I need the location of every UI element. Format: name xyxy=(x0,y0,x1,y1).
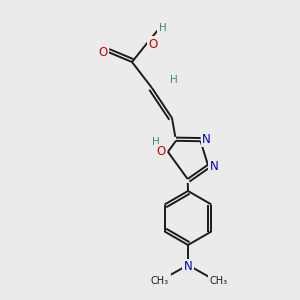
Text: H: H xyxy=(159,23,167,33)
Text: N: N xyxy=(209,160,218,173)
Text: O: O xyxy=(98,46,108,59)
Text: O: O xyxy=(156,146,166,158)
Text: H: H xyxy=(170,75,178,85)
Text: O: O xyxy=(148,38,158,50)
Text: CH₃: CH₃ xyxy=(210,276,228,286)
Text: H: H xyxy=(152,137,160,147)
Text: N: N xyxy=(184,260,192,274)
Text: N: N xyxy=(202,133,211,146)
Text: CH₃: CH₃ xyxy=(151,276,169,286)
